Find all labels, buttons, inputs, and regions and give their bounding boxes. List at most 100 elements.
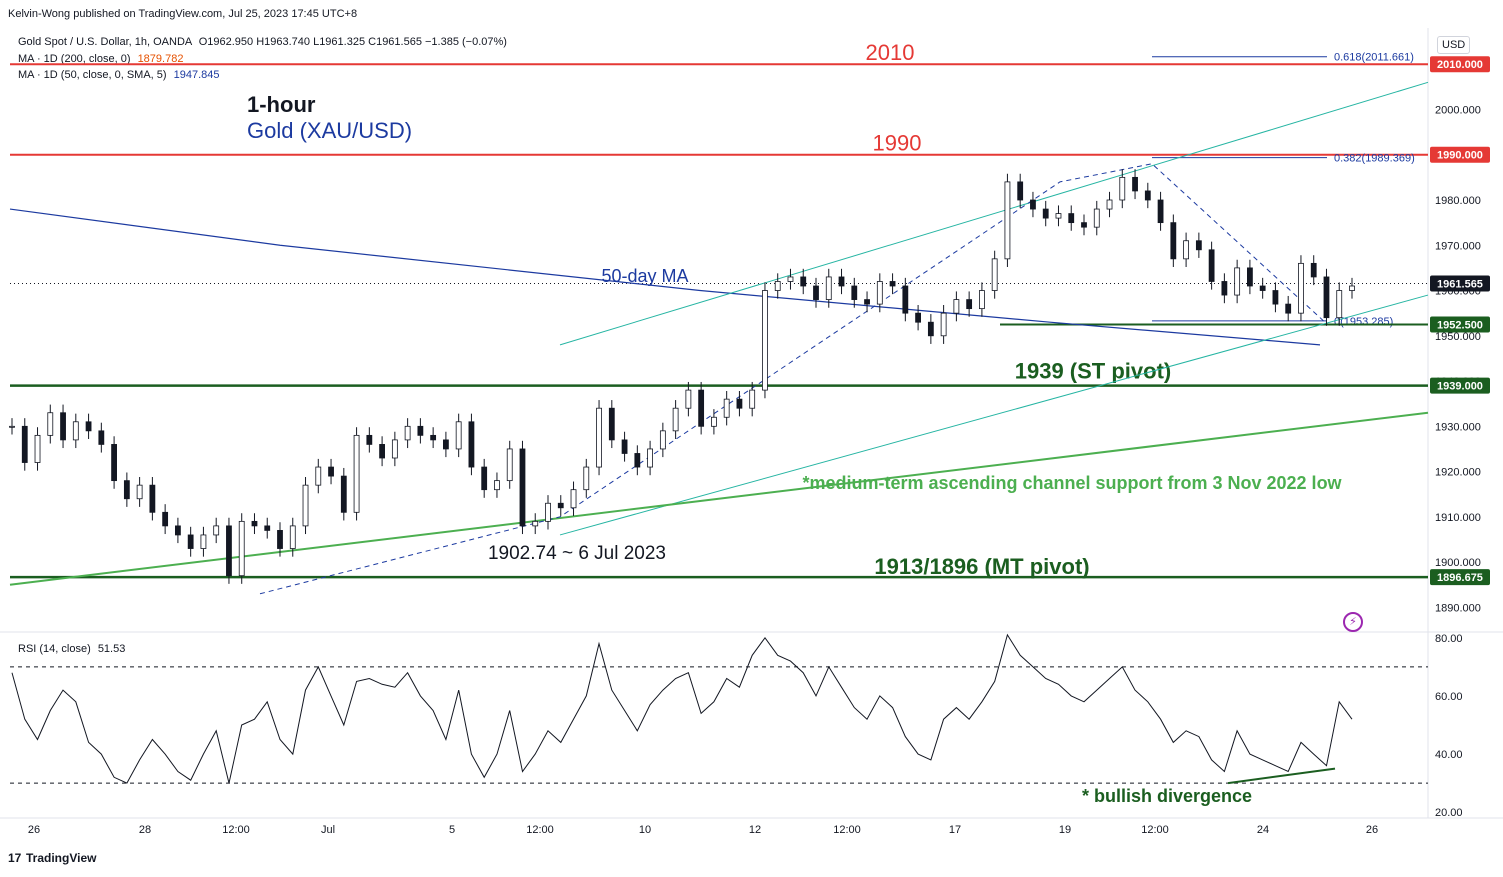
candle-body — [455, 421, 462, 450]
price-tick-label: 1970.000 — [1435, 240, 1481, 252]
candle-body — [723, 398, 730, 418]
candle-body — [1183, 240, 1189, 260]
candle-body — [391, 439, 398, 459]
price-label-box — [1430, 569, 1490, 586]
candle-body — [1336, 290, 1343, 319]
price-tick-label: 1890.000 — [1435, 602, 1481, 614]
price-label-text: 1939.000 — [1437, 381, 1483, 393]
channel-annotation: *medium-term ascending channel support f… — [802, 473, 1342, 493]
candle-body — [1042, 208, 1049, 219]
candle-body — [902, 285, 909, 314]
time-tick-label: 19 — [1059, 824, 1071, 836]
candle-body — [659, 430, 666, 450]
candle-body — [1081, 222, 1087, 228]
candle-body — [494, 480, 500, 491]
ma50-legend: MA · 1D (50, close, 0, SMA, 5) 1947.845 — [18, 69, 220, 81]
candle-body — [366, 434, 373, 445]
ohlc-values: O1962.950 H1963.740 L1961.325 C1961.565 … — [198, 36, 507, 48]
candle-body — [685, 389, 692, 409]
price-label-box — [1430, 56, 1490, 73]
candle-body — [123, 480, 130, 500]
price-tick-label: 1910.000 — [1435, 512, 1481, 524]
price-label-text: 1952.500 — [1437, 319, 1483, 331]
candle-body — [353, 434, 360, 513]
candle-body — [1132, 176, 1138, 192]
time-tick-label: 5 — [449, 824, 455, 836]
candle-body — [443, 439, 449, 450]
candle-body — [825, 276, 832, 300]
candle-body — [1106, 199, 1113, 210]
channel-upper-line[interactable] — [559, 81, 1429, 346]
candle-body — [736, 398, 743, 409]
candle-body — [1221, 281, 1228, 296]
candle-body — [966, 299, 973, 310]
channel-lower-line[interactable] — [559, 294, 1429, 536]
rsi-value: 51.53 — [97, 643, 126, 655]
candle-body — [532, 520, 539, 527]
candle-body — [774, 281, 781, 291]
price-label-text: 1896.675 — [1437, 572, 1483, 584]
candle-body — [149, 484, 156, 513]
candle-body — [608, 407, 615, 441]
time-tick-label: Jul — [321, 824, 335, 836]
level-label: 1939 (ST pivot) — [1015, 359, 1171, 384]
candle-body — [34, 434, 41, 463]
price-tick-label: 1900.000 — [1435, 557, 1481, 569]
candle-body — [851, 285, 858, 300]
candle-body — [621, 439, 628, 454]
rsi-tick-label: 20.00 — [1435, 807, 1463, 819]
candle-body — [1144, 190, 1151, 201]
rsi-line[interactable] — [11, 633, 1353, 784]
medium-term-channel-line[interactable] — [9, 411, 1429, 586]
rsi-tick-label: 40.00 — [1435, 749, 1463, 761]
candle-body — [1119, 176, 1126, 201]
time-tick-label: 10 — [639, 824, 651, 836]
candle-body — [162, 511, 169, 527]
ma50-line[interactable] — [9, 208, 1321, 346]
candle-body — [238, 520, 245, 577]
time-tick-label: 26 — [1366, 824, 1378, 836]
candle-body — [417, 425, 424, 436]
candle-body — [800, 276, 807, 287]
time-tick-label: 12:00 — [526, 824, 554, 836]
timeframe-heading: 1-hour — [247, 92, 316, 117]
candle-body — [1285, 303, 1292, 314]
candle-body — [749, 389, 756, 409]
time-tick-label: 12:00 — [833, 824, 861, 836]
candle-body — [111, 444, 117, 482]
currency-button[interactable]: USD — [1437, 36, 1471, 54]
tradingview-logo[interactable]: 17 TradingView — [8, 851, 96, 865]
candle-body — [1272, 290, 1279, 305]
fib-label: 0(1953.285) — [1334, 316, 1393, 328]
candle-body — [570, 489, 577, 509]
candle-body — [1259, 285, 1266, 291]
price-label-box — [1430, 146, 1490, 163]
candle-body — [213, 525, 220, 536]
price-tick-label: 2000.000 — [1435, 104, 1481, 116]
candle-body — [1195, 240, 1202, 251]
candle-body — [1157, 199, 1164, 224]
time-tick-label: 24 — [1257, 824, 1269, 836]
candle-body — [557, 502, 564, 509]
price-tick-label: 1980.000 — [1435, 195, 1481, 207]
candle-body — [302, 484, 309, 527]
candle-body — [251, 520, 258, 527]
candle-body — [404, 425, 411, 441]
candle-body — [838, 276, 845, 287]
candle-body — [1093, 208, 1100, 228]
ma50-annotation: 50-day MA — [601, 266, 688, 286]
flash-icon[interactable]: ⚡ — [1343, 612, 1363, 632]
candle-body — [864, 299, 870, 305]
price-label-box — [1430, 316, 1490, 333]
candle-body — [187, 534, 194, 549]
candle-body — [762, 290, 768, 391]
candle-body — [72, 421, 79, 441]
candle-body — [596, 407, 602, 468]
candle-body — [1068, 213, 1075, 224]
level-label: 2010 — [866, 40, 915, 65]
price-label-box — [1430, 275, 1490, 292]
rsi-tick-label: 80.00 — [1435, 633, 1463, 645]
instrument-heading: Gold (XAU/USD) — [247, 118, 413, 143]
candle-body — [1310, 262, 1317, 278]
